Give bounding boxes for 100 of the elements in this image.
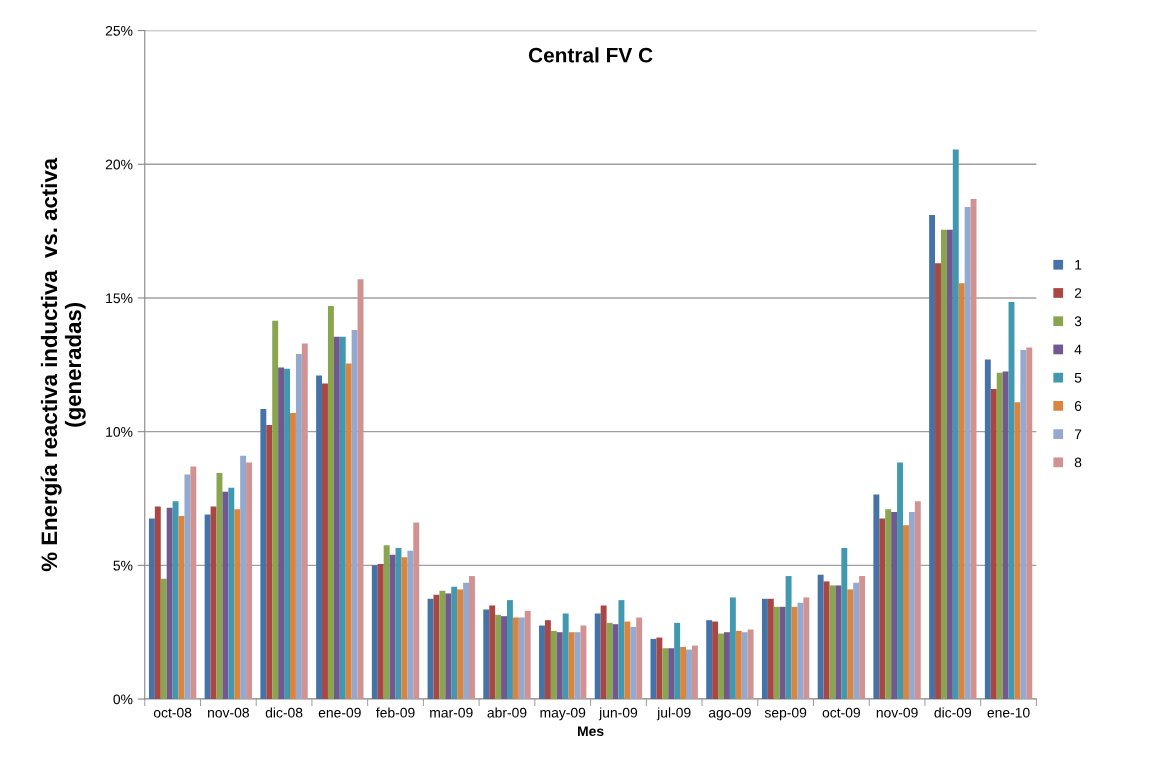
y-tick-label: 25%	[105, 25, 133, 36]
bar	[184, 474, 191, 700]
bar	[908, 511, 915, 700]
bar	[903, 525, 909, 700]
x-tick-label: nov-08	[208, 707, 249, 718]
bar	[413, 522, 420, 700]
bar	[952, 149, 959, 700]
legend-label: 4	[1074, 344, 1082, 355]
bar	[401, 557, 408, 700]
bar	[246, 462, 253, 700]
bar	[562, 613, 569, 700]
bar	[835, 585, 842, 700]
bar	[345, 363, 352, 700]
bar	[797, 602, 804, 700]
bar	[260, 408, 267, 700]
bar	[729, 597, 736, 700]
bar	[333, 336, 340, 700]
bar	[439, 590, 446, 700]
bar	[272, 320, 279, 700]
x-tick-label: mar-09	[430, 707, 473, 718]
bar	[650, 638, 657, 700]
bar	[594, 613, 601, 700]
bar	[166, 507, 173, 700]
bar	[958, 283, 965, 700]
bar	[773, 606, 780, 700]
bar	[823, 581, 830, 700]
bar	[457, 589, 464, 700]
y-axis-title: % Energía reactiva inductiva vs. activa (generadas)	[40, 157, 86, 572]
bar	[996, 372, 1003, 700]
legend-label: 6	[1074, 401, 1082, 411]
bar	[747, 629, 754, 700]
bar	[210, 506, 217, 700]
bar	[495, 614, 502, 700]
bar	[859, 576, 866, 700]
y-tick-label: 0%	[113, 694, 133, 705]
bar	[970, 199, 977, 700]
bar	[885, 509, 892, 700]
bar	[389, 554, 396, 700]
bar	[935, 263, 941, 700]
bar	[1020, 350, 1027, 700]
bar	[706, 620, 713, 700]
bar	[568, 632, 575, 700]
x-tick-label: jul-09	[656, 707, 691, 721]
x-tick-label: sep-09	[764, 707, 807, 721]
bar	[990, 388, 997, 700]
x-tick-label: jun-09	[598, 707, 638, 721]
bar	[407, 550, 414, 700]
bar	[445, 593, 452, 700]
bar	[322, 383, 328, 700]
bar	[841, 547, 848, 700]
bar	[847, 589, 854, 700]
x-tick-label: ene-10	[987, 707, 1030, 718]
bar	[512, 617, 519, 700]
bar	[524, 610, 531, 700]
legend-label: 2	[1074, 288, 1082, 298]
bar	[817, 574, 824, 700]
bar	[984, 359, 991, 700]
bar	[929, 215, 936, 700]
bar	[1026, 347, 1033, 700]
bar	[222, 491, 229, 700]
bar	[600, 605, 607, 700]
bar	[761, 598, 768, 700]
bar	[371, 565, 378, 700]
bar	[1002, 371, 1009, 700]
bar	[204, 514, 211, 700]
bar	[853, 582, 860, 700]
bar	[879, 518, 886, 700]
bar	[172, 501, 179, 700]
bar	[301, 343, 308, 700]
bar	[351, 330, 358, 700]
bar	[234, 509, 241, 700]
bar	[316, 375, 323, 700]
legend-label: 3	[1074, 316, 1082, 327]
bar	[624, 621, 631, 700]
legend-label: 7	[1074, 429, 1082, 439]
bar	[606, 622, 613, 700]
bar	[266, 424, 273, 700]
x-tick-label: abr-09	[487, 707, 527, 718]
bar	[339, 336, 346, 700]
bar	[686, 649, 692, 700]
text: Central FV C	[528, 47, 653, 63]
bar	[1014, 402, 1021, 700]
bar	[489, 605, 496, 700]
bar	[785, 576, 792, 700]
bar	[295, 354, 302, 700]
bar	[501, 616, 507, 700]
x-axis-title: Mes	[578, 726, 604, 737]
x-tick-label: nov-09	[876, 707, 918, 718]
bar	[662, 648, 669, 700]
bar	[914, 501, 921, 700]
y-tick-label: 20%	[105, 159, 133, 170]
bar	[550, 630, 557, 700]
bar	[779, 606, 786, 700]
bar	[284, 368, 290, 700]
bar	[674, 622, 681, 700]
bar	[691, 645, 698, 700]
bar	[712, 621, 719, 700]
bar	[278, 367, 285, 700]
bar	[940, 229, 947, 700]
x-tick-label: ago-09	[708, 707, 751, 721]
